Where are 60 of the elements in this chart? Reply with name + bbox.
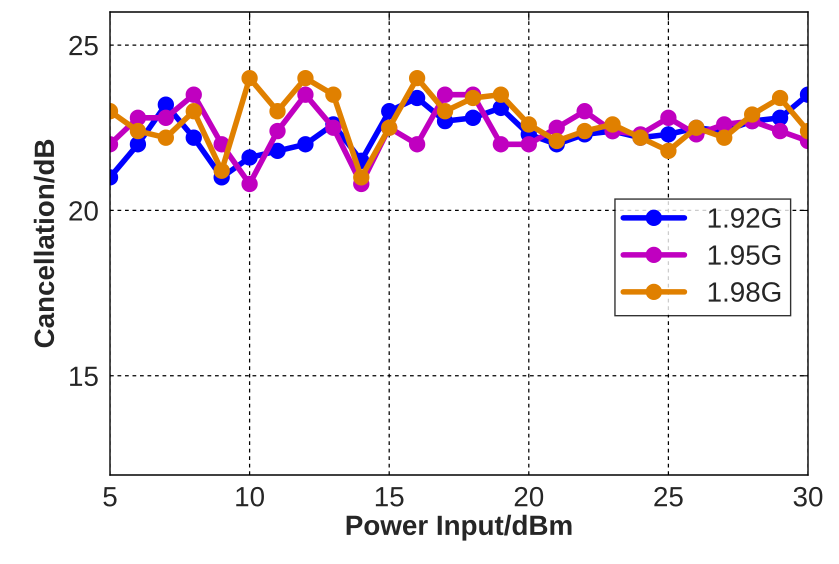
point [464, 90, 482, 106]
point [716, 130, 732, 146]
legend-label: 1.98G [708, 282, 780, 302]
x-tick-label: 15 [376, 487, 404, 507]
point [408, 90, 426, 106]
point [772, 90, 788, 106]
point [241, 149, 258, 166]
y-tick-label: 20 [69, 201, 98, 221]
point [548, 132, 565, 150]
point [297, 70, 314, 86]
point [186, 103, 202, 120]
point [604, 116, 621, 133]
point [130, 122, 146, 140]
point [130, 136, 146, 152]
point [436, 86, 454, 103]
point [492, 86, 510, 103]
point [325, 120, 342, 136]
legend-label: 1.95G [708, 245, 780, 265]
point [353, 169, 370, 186]
point [130, 110, 146, 126]
point [269, 142, 286, 160]
point [186, 130, 202, 146]
point [408, 70, 426, 86]
point [241, 176, 258, 192]
point [325, 86, 342, 103]
point [214, 162, 230, 179]
point [436, 103, 454, 120]
point [492, 136, 510, 152]
point [186, 86, 202, 103]
x-tick-label: 25 [654, 486, 683, 507]
legend-label: 1.92G [708, 208, 780, 228]
point [464, 110, 482, 126]
point [772, 122, 788, 140]
y-axis-title: Cancellation/dB [34, 140, 54, 348]
point [660, 126, 677, 143]
point [158, 110, 174, 126]
point [548, 120, 565, 136]
x-axis-title: Power Input/dBm [346, 514, 572, 541]
y-tick-label: 25 [69, 36, 98, 56]
x-tick-label: 30 [794, 486, 822, 507]
point [297, 86, 314, 103]
point [576, 103, 593, 120]
point [297, 136, 314, 152]
point [716, 116, 732, 133]
point [269, 122, 286, 140]
point [772, 110, 788, 126]
point [520, 136, 537, 152]
point [744, 106, 760, 123]
point [660, 110, 677, 126]
point [660, 142, 677, 160]
point [269, 103, 286, 120]
point [520, 116, 537, 133]
x-tick-label: 20 [514, 486, 544, 507]
point [241, 70, 258, 86]
point [576, 122, 593, 140]
point [158, 130, 174, 146]
x-tick-label: 5 [103, 487, 117, 507]
point [408, 136, 426, 152]
x-tick-label: 10 [236, 486, 264, 507]
y-tick-label: 15 [70, 366, 98, 386]
